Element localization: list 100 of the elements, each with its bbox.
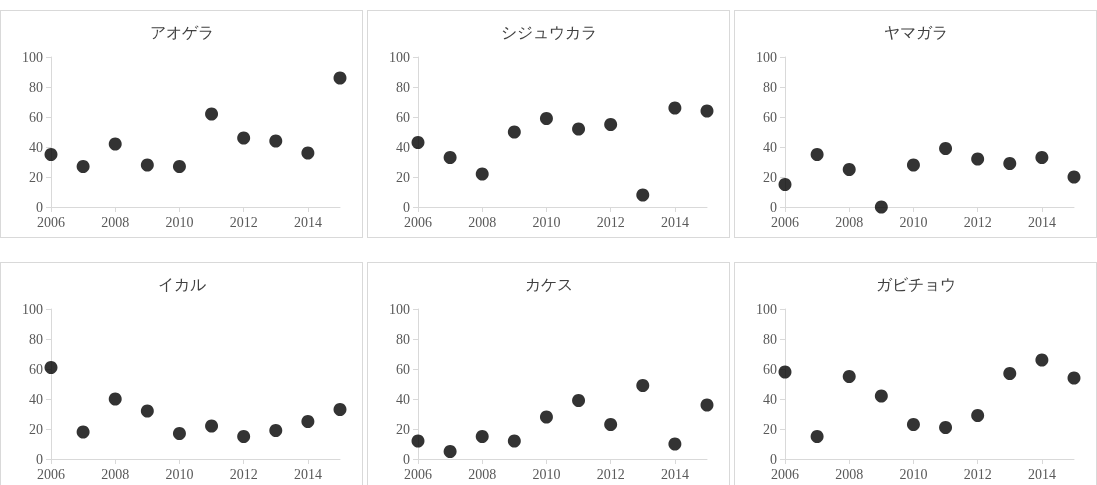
y-tick-label: 20 — [29, 421, 43, 437]
y-tick-label: 0 — [770, 451, 777, 467]
point — [475, 167, 489, 181]
point — [778, 178, 792, 191]
point — [778, 365, 792, 379]
x-tick-label: 2014 — [293, 466, 322, 482]
point — [700, 398, 714, 412]
y-tick-label: 40 — [396, 139, 410, 155]
y-tick-label: 40 — [763, 391, 777, 407]
point — [205, 107, 219, 121]
y-tick-label: 40 — [29, 139, 43, 155]
y-tick-label: 100 — [22, 301, 43, 317]
x-tick-label: 2008 — [835, 214, 864, 230]
x-tick-label: 2014 — [660, 466, 689, 482]
point — [668, 101, 682, 115]
point — [700, 104, 714, 118]
x-tick-label: 2008 — [468, 466, 497, 482]
point — [906, 418, 920, 431]
point — [172, 160, 186, 173]
x-tick-label: 2006 — [404, 466, 432, 482]
x-tick-label: 2012 — [963, 466, 992, 482]
point — [333, 403, 347, 416]
point — [971, 152, 985, 166]
x-tick-label: 2008 — [468, 214, 497, 230]
point — [172, 427, 186, 440]
y-tick-label: 20 — [763, 421, 777, 437]
x-tick-label: 2006 — [37, 466, 65, 482]
point — [269, 424, 283, 437]
point — [443, 445, 457, 458]
x-tick-label: 2014 — [660, 214, 689, 230]
point — [237, 131, 251, 145]
point — [874, 389, 888, 403]
point — [76, 160, 90, 173]
point — [1035, 151, 1049, 164]
x-tick-label: 2008 — [101, 466, 130, 482]
point — [906, 158, 920, 172]
point — [507, 125, 521, 139]
point — [1003, 157, 1017, 170]
y-tick-label: 60 — [396, 109, 410, 125]
y-tick-label: 20 — [396, 169, 410, 185]
y-tick-label: 60 — [396, 361, 410, 377]
y-tick-label: 60 — [763, 361, 777, 377]
point — [810, 148, 824, 161]
y-tick-label: 80 — [763, 79, 777, 95]
x-tick-label: 2010 — [165, 466, 194, 482]
y-tick-label: 80 — [763, 331, 777, 347]
chart-title: シジュウカラ — [500, 23, 597, 41]
y-tick-label: 80 — [29, 79, 43, 95]
point — [507, 434, 521, 448]
y-tick-label: 20 — [29, 169, 43, 185]
point — [939, 142, 953, 155]
x-tick-label: 2010 — [532, 466, 561, 482]
point — [971, 409, 985, 422]
y-tick-label: 0 — [36, 199, 43, 215]
y-tick-label: 0 — [403, 199, 410, 215]
point — [604, 418, 618, 431]
point — [269, 134, 283, 148]
x-tick-label: 2012 — [229, 466, 258, 482]
chart-title: アオゲラ — [149, 23, 214, 41]
point — [810, 430, 824, 443]
point — [205, 419, 219, 433]
point — [572, 122, 586, 136]
chart-title: ヤマガラ — [883, 23, 948, 41]
x-tick-label: 2006 — [404, 214, 432, 230]
point — [301, 146, 315, 160]
y-tick-label: 0 — [770, 199, 777, 215]
point — [1035, 353, 1049, 367]
point — [411, 136, 425, 149]
point — [1003, 367, 1017, 380]
y-tick-label: 100 — [756, 301, 777, 317]
x-tick-label: 2010 — [532, 214, 561, 230]
y-tick-label: 80 — [29, 331, 43, 347]
point — [572, 394, 586, 407]
y-tick-label: 0 — [403, 451, 410, 467]
point — [44, 148, 58, 161]
chart-title: カケス — [524, 275, 573, 293]
point — [604, 118, 618, 131]
point — [411, 434, 425, 448]
x-tick-label: 2010 — [899, 214, 928, 230]
point — [874, 200, 888, 214]
point — [668, 437, 682, 451]
x-tick-label: 2012 — [596, 214, 625, 230]
point — [108, 137, 122, 151]
x-tick-label: 2014 — [293, 214, 322, 230]
point — [301, 415, 315, 428]
x-tick-label: 2014 — [1027, 466, 1056, 482]
y-tick-label: 20 — [396, 421, 410, 437]
point — [636, 379, 650, 392]
point — [443, 151, 457, 164]
point — [475, 430, 489, 443]
chart-title: ガビチョウ — [875, 275, 956, 293]
x-tick-label: 2012 — [229, 214, 258, 230]
point — [108, 392, 122, 406]
x-tick-label: 2008 — [101, 214, 130, 230]
point — [333, 71, 347, 85]
point — [76, 425, 90, 439]
point — [539, 410, 553, 424]
y-tick-label: 100 — [22, 49, 43, 65]
y-tick-label: 100 — [389, 301, 410, 317]
point — [140, 404, 154, 418]
